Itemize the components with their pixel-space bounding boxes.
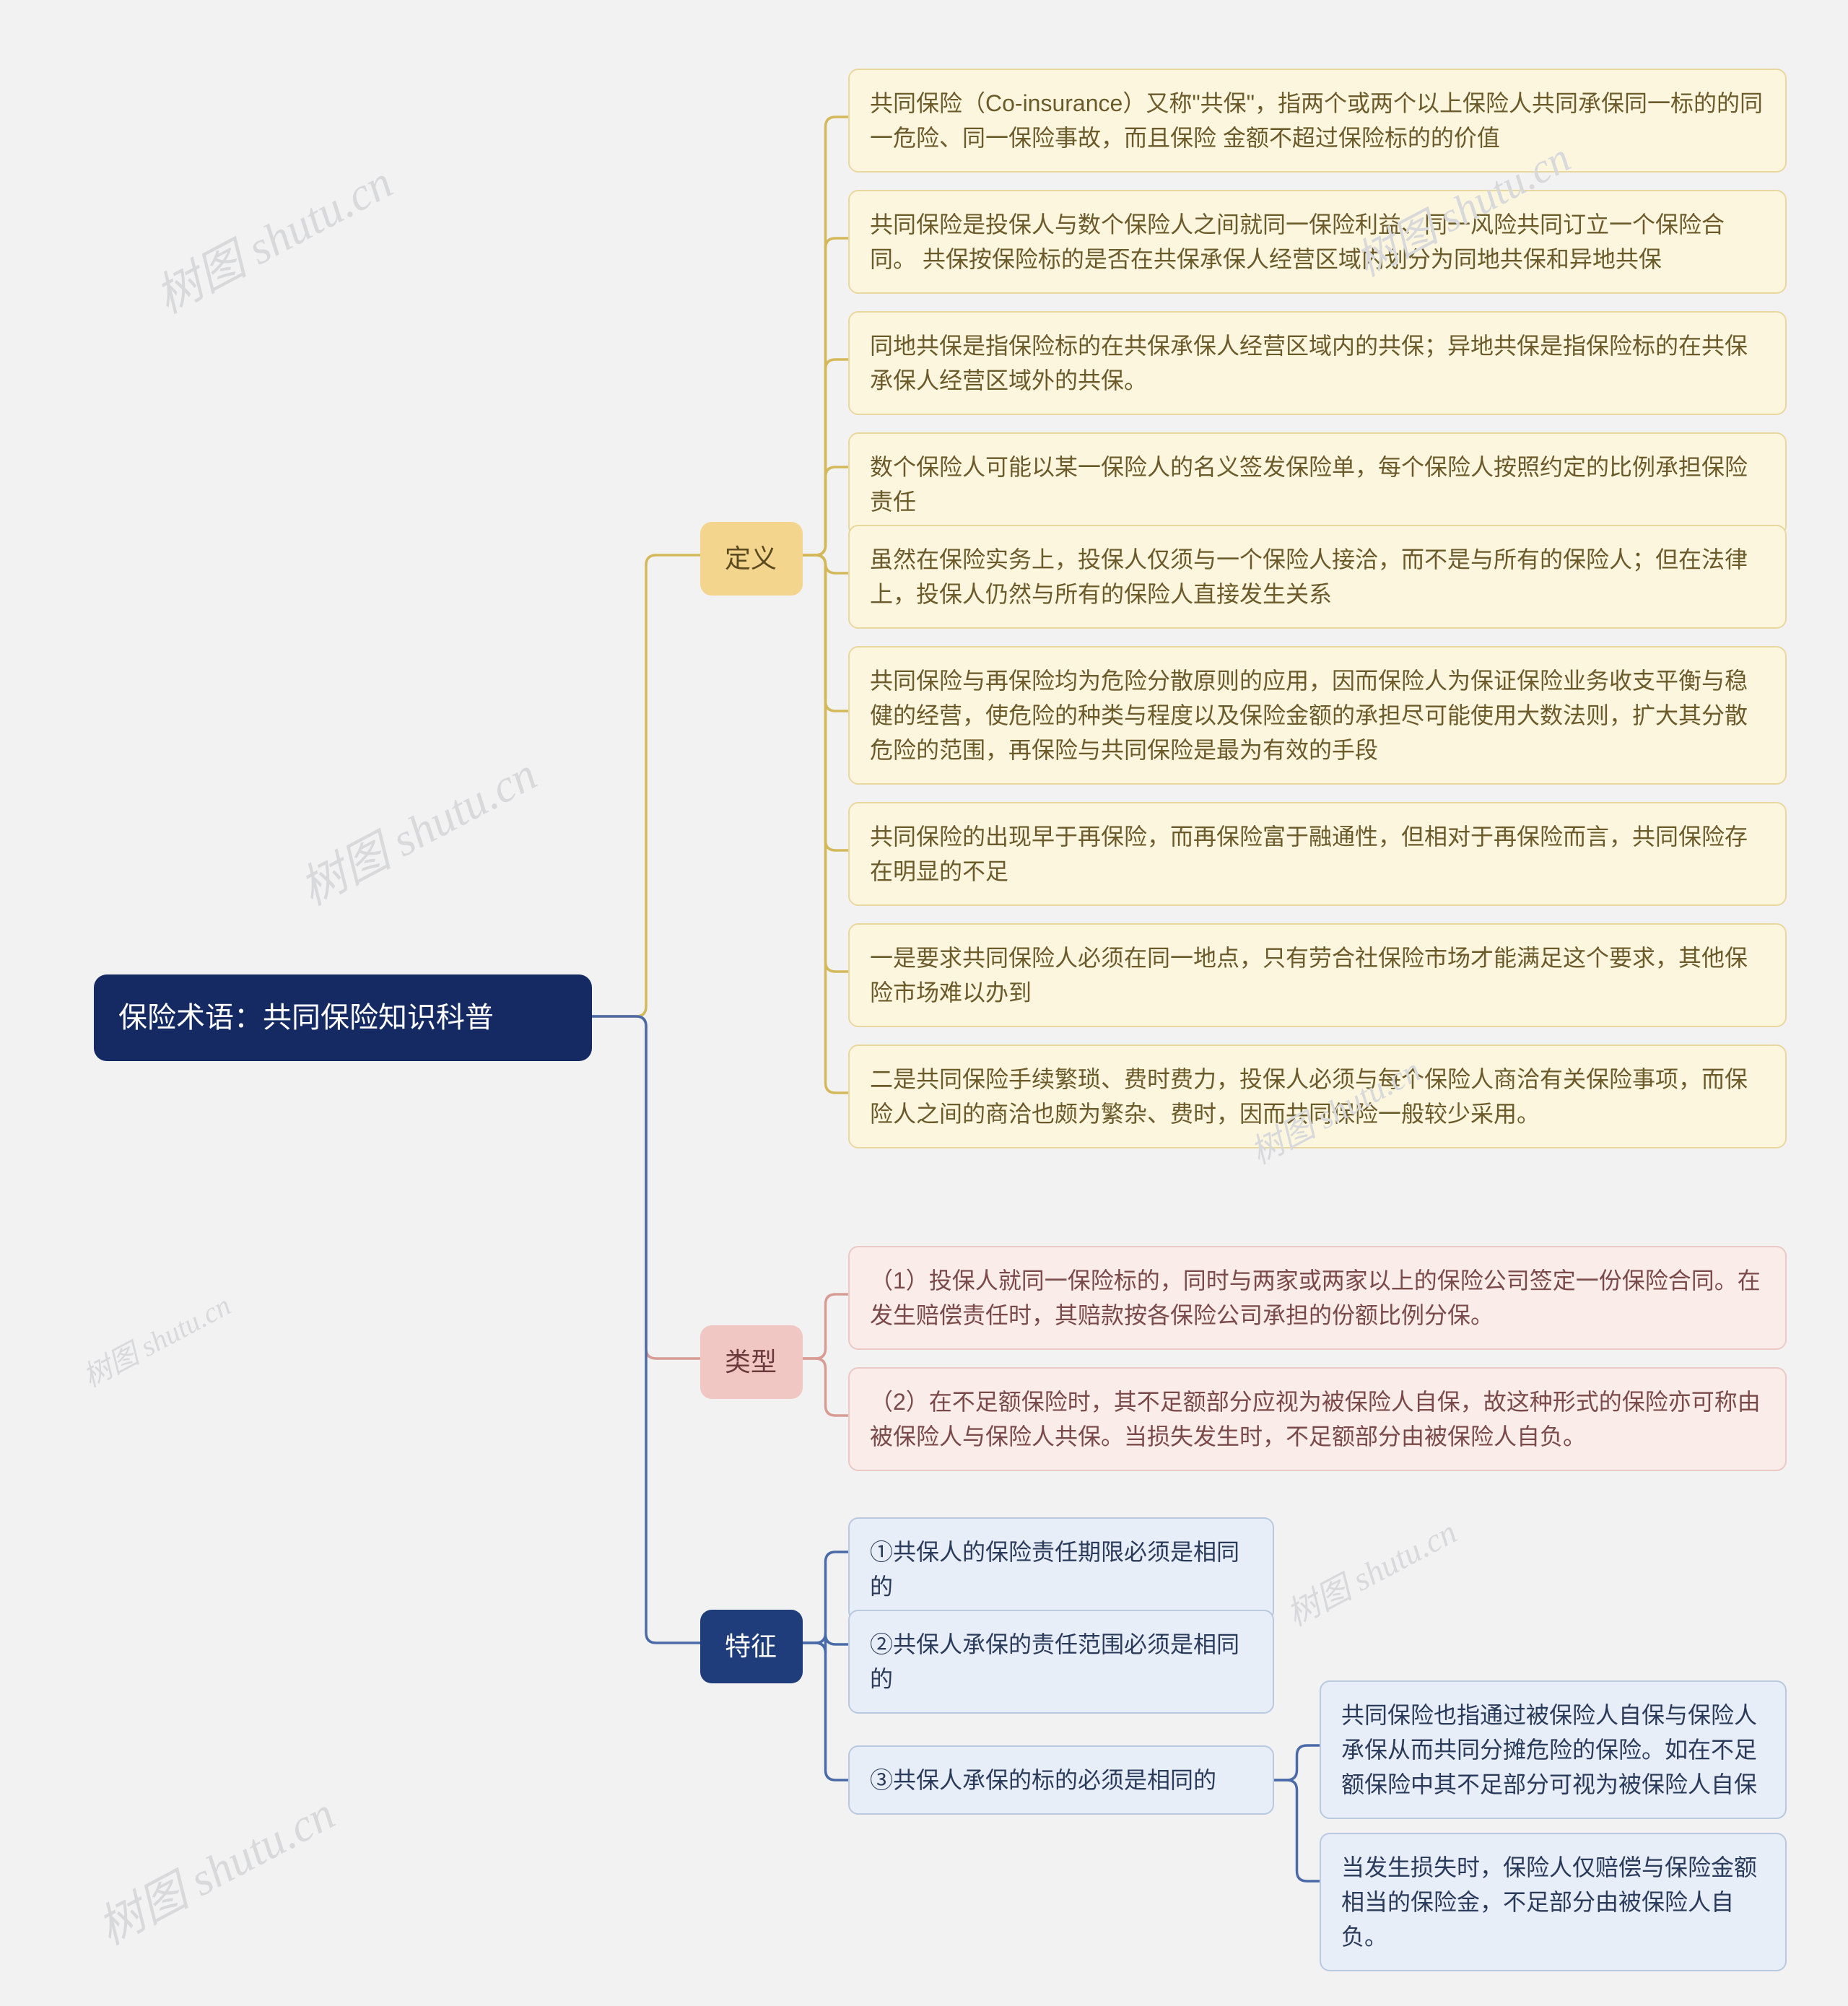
branch-definition: 定义 xyxy=(700,522,803,596)
definition-leaf: 共同保险与再保险均为危险分散原则的应用，因而保险人为保证保险业务收支平衡与稳健的… xyxy=(848,646,1787,785)
definition-leaf: 二是共同保险手续繁琐、费时费力，投保人必须与每个保险人商洽有关保险事项，而保险人… xyxy=(848,1045,1787,1148)
features-leaf: ①共保人的保险责任期限必须是相同的 xyxy=(848,1517,1274,1621)
mindmap-canvas: 保险术语：共同保险知识科普 定义 类型 特征 共同保险（Co-insurance… xyxy=(0,0,1848,2006)
watermark: 树图 shutu.cn xyxy=(1277,1506,1464,1636)
root-node: 保险术语：共同保险知识科普 xyxy=(94,974,592,1061)
watermark: 树图 shutu.cn xyxy=(74,1282,237,1395)
definition-leaf: 虽然在保险实务上，投保人仅须与一个保险人接洽，而不是与所有的保险人；但在法律上，… xyxy=(848,525,1787,629)
branch-types: 类型 xyxy=(700,1325,803,1399)
features-leaf: ③共保人承保的标的必须是相同的 xyxy=(848,1745,1274,1815)
definition-leaf: 共同保险（Co-insurance）又称"共保"，指两个或两个以上保险人共同承保… xyxy=(848,69,1787,173)
watermark: 树图 shutu.cn xyxy=(287,738,546,918)
features-sub-leaf: 共同保险也指通过被保险人自保与保险人承保从而共同分摊危险的保险。如在不足额保险中… xyxy=(1320,1680,1787,1819)
definition-leaf: 同地共保是指保险标的在共保承保人经营区域内的共保；异地共保是指保险标的在共保承保… xyxy=(848,311,1787,415)
definition-leaf: 数个保险人可能以某一保险人的名义签发保险单，每个保险人按照约定的比例承担保险责任 xyxy=(848,432,1787,536)
types-leaf: （1）投保人就同一保险标的，同时与两家或两家以上的保险公司签定一份保险合同。在发… xyxy=(848,1246,1787,1350)
definition-leaf: 一是要求共同保险人必须在同一地点，只有劳合社保险市场才能满足这个要求，其他保险市… xyxy=(848,923,1787,1027)
definition-leaf: 共同保险的出现早于再保险，而再保险富于融通性，但相对于再保险而言，共同保险存在明… xyxy=(848,802,1787,906)
watermark: 树图 shutu.cn xyxy=(142,146,402,326)
branch-features: 特征 xyxy=(700,1610,803,1683)
features-sub-leaf: 当发生损失时，保险人仅赔偿与保险金额相当的保险金，不足部分由被保险人自负。 xyxy=(1320,1833,1787,1971)
features-leaf: ②共保人承保的责任范围必须是相同的 xyxy=(848,1610,1274,1714)
definition-leaf: 共同保险是投保人与数个保险人之间就同一保险利益、同一风险共同订立一个保险合同。 … xyxy=(848,190,1787,294)
watermark: 树图 shutu.cn xyxy=(84,1777,344,1958)
types-leaf: （2）在不足额保险时，其不足额部分应视为被保险人自保，故这种形式的保险亦可称由被… xyxy=(848,1367,1787,1471)
